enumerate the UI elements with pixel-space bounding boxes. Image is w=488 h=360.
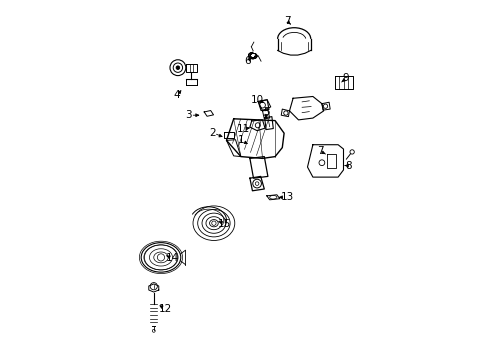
Text: 12: 12 (158, 304, 172, 314)
Text: 15: 15 (218, 219, 231, 229)
Text: 9: 9 (342, 73, 348, 84)
Text: 13: 13 (280, 192, 293, 202)
Text: 7: 7 (283, 16, 290, 26)
Circle shape (349, 150, 354, 154)
Text: 4: 4 (173, 90, 180, 100)
Text: 3: 3 (185, 110, 192, 120)
Text: 14: 14 (165, 253, 179, 264)
Text: 6: 6 (244, 56, 250, 66)
Text: 1: 1 (237, 135, 244, 145)
Text: 8: 8 (344, 161, 351, 171)
Text: 5: 5 (262, 107, 269, 117)
Circle shape (211, 221, 216, 225)
Circle shape (176, 66, 179, 69)
Text: 7: 7 (316, 146, 323, 156)
Text: 11: 11 (237, 124, 250, 134)
Text: 2: 2 (208, 128, 215, 138)
Text: 10: 10 (250, 95, 263, 105)
